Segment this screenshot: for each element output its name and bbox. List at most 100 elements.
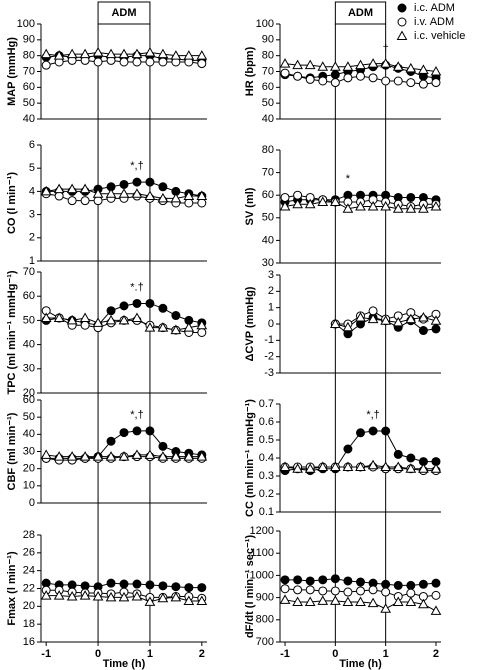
marker [170, 192, 182, 203]
marker [184, 583, 194, 593]
marker [170, 50, 182, 60]
period-box [334, 1, 387, 25]
marker [132, 298, 142, 308]
marker [406, 78, 416, 88]
marker [144, 190, 156, 201]
y-tick-label: 0.7 [259, 398, 274, 410]
marker [145, 177, 155, 187]
marker [393, 449, 403, 459]
marker [66, 48, 78, 59]
marker [144, 449, 156, 459]
marker [79, 590, 91, 600]
y-tick-label: 90 [23, 34, 35, 46]
marker [119, 57, 129, 67]
y-tick-label: 50 [23, 411, 35, 423]
marker [80, 196, 90, 206]
marker [406, 580, 416, 590]
marker [183, 595, 195, 605]
marker [367, 58, 379, 68]
marker [317, 595, 329, 605]
period-box [97, 1, 151, 25]
marker [356, 577, 365, 587]
y-tick-label: 800 [256, 614, 274, 626]
marker [329, 461, 341, 471]
marker [145, 298, 155, 308]
y-tick-label: 0.3 [259, 470, 274, 482]
marker [393, 580, 403, 590]
marker [40, 449, 52, 459]
marker [171, 311, 181, 321]
marker [293, 575, 303, 585]
marker [54, 191, 64, 201]
y-tick-label: 16 [23, 636, 35, 648]
marker [329, 61, 341, 71]
marker [170, 591, 182, 602]
y-tick-label: 3 [268, 269, 274, 281]
y-axis-label: CBF (ml min⁻¹) [6, 412, 18, 490]
y-tick-label: 40 [23, 113, 35, 125]
marker [158, 182, 168, 192]
marker [132, 579, 142, 589]
marker [280, 68, 290, 78]
marker [343, 587, 353, 597]
marker [343, 444, 353, 454]
marker [430, 65, 442, 76]
marker [118, 48, 130, 59]
marker [381, 587, 391, 597]
marker [304, 198, 316, 209]
marker [292, 463, 303, 473]
marker [355, 59, 366, 70]
marker [430, 605, 442, 615]
marker [119, 579, 129, 589]
marker [92, 451, 104, 461]
y-axis-label: CC (ml min⁻¹ mmHg⁻¹) [244, 399, 256, 517]
marker [293, 585, 303, 595]
y-axis-label: Fmax (l min⁻¹) [6, 551, 18, 626]
marker [40, 312, 52, 322]
annotation: † [383, 43, 389, 55]
marker [380, 200, 392, 211]
marker [170, 324, 182, 335]
marker [380, 58, 392, 68]
marker [380, 315, 392, 325]
marker [368, 585, 378, 595]
marker [305, 576, 315, 586]
marker [431, 578, 441, 588]
marker [105, 188, 117, 198]
marker [196, 451, 208, 461]
marker [381, 76, 391, 86]
y-tick-label: 70 [23, 65, 35, 77]
marker [118, 188, 130, 198]
marker [431, 590, 441, 600]
y-tick-label: 0 [268, 318, 274, 330]
marker [92, 188, 104, 198]
annotation: * [346, 173, 351, 185]
marker [418, 64, 429, 74]
y-axis-label: SV (ml) [244, 187, 256, 225]
marker [343, 73, 353, 83]
y-tick-label: 50 [23, 97, 35, 109]
marker [406, 192, 416, 202]
annotation: *,† [130, 409, 143, 421]
marker [356, 71, 365, 81]
y-tick-label: 3 [29, 209, 35, 221]
legend-marker [397, 3, 407, 13]
marker [406, 453, 416, 463]
y-tick-label: 0.2 [259, 488, 274, 500]
marker [79, 451, 91, 461]
marker [145, 57, 155, 67]
y-tick-label: 1200 [250, 525, 274, 537]
annotation: *,† [130, 160, 143, 172]
marker [317, 196, 329, 206]
y-tick-label: 700 [256, 636, 274, 648]
x-tick-label: -1 [41, 648, 51, 660]
annotation: *,† [366, 409, 379, 421]
marker [367, 313, 379, 324]
marker [293, 190, 303, 200]
y-tick-label: 50 [262, 212, 274, 224]
marker [119, 301, 129, 311]
marker [93, 196, 103, 206]
marker [292, 596, 303, 607]
y-tick-label: 0.1 [259, 506, 274, 518]
marker [66, 183, 78, 194]
